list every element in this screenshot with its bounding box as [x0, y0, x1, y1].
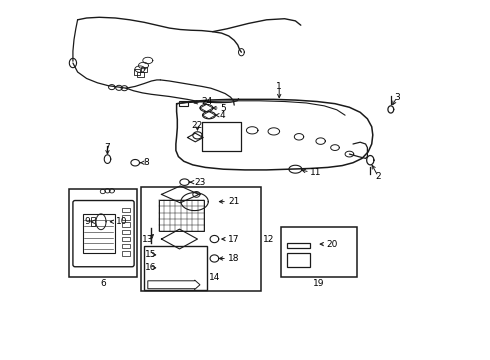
Bar	[69, 189, 137, 277]
Bar	[122, 244, 130, 248]
Bar	[122, 237, 130, 241]
Text: 24: 24	[201, 97, 212, 106]
Bar	[288, 253, 310, 267]
Bar	[122, 215, 130, 220]
Bar	[91, 217, 95, 226]
Text: 12: 12	[263, 235, 275, 243]
Bar	[122, 222, 130, 227]
Text: 7: 7	[104, 143, 110, 152]
FancyArrow shape	[148, 280, 200, 289]
Bar	[137, 72, 144, 77]
Bar	[83, 214, 115, 253]
Bar	[134, 69, 140, 75]
Text: 22: 22	[192, 121, 203, 130]
Bar	[281, 227, 357, 277]
Text: 19: 19	[313, 279, 324, 288]
Text: 3: 3	[394, 93, 400, 102]
Text: 8: 8	[144, 158, 149, 167]
Bar	[288, 243, 310, 248]
Text: 2: 2	[375, 172, 381, 181]
Text: 6: 6	[100, 279, 106, 288]
Text: 20: 20	[327, 240, 338, 248]
Text: 13: 13	[143, 235, 154, 243]
Text: 15: 15	[145, 251, 156, 259]
Text: 9: 9	[84, 217, 90, 226]
Text: 16: 16	[145, 264, 156, 272]
Bar	[122, 251, 130, 256]
Bar	[141, 67, 147, 72]
Text: 21: 21	[228, 197, 240, 206]
Text: 5: 5	[220, 104, 225, 112]
Bar	[179, 101, 189, 106]
Text: 23: 23	[194, 177, 205, 186]
Text: 4: 4	[220, 111, 225, 120]
Bar	[159, 200, 204, 231]
Text: 1: 1	[276, 82, 282, 91]
Bar	[144, 246, 207, 290]
Text: 14: 14	[209, 274, 220, 282]
Bar	[122, 208, 130, 212]
Text: 18: 18	[228, 254, 240, 263]
Bar	[122, 230, 130, 234]
Bar	[141, 187, 261, 291]
Text: 17: 17	[228, 235, 240, 243]
Text: 11: 11	[310, 167, 321, 176]
Text: 10: 10	[116, 217, 127, 226]
